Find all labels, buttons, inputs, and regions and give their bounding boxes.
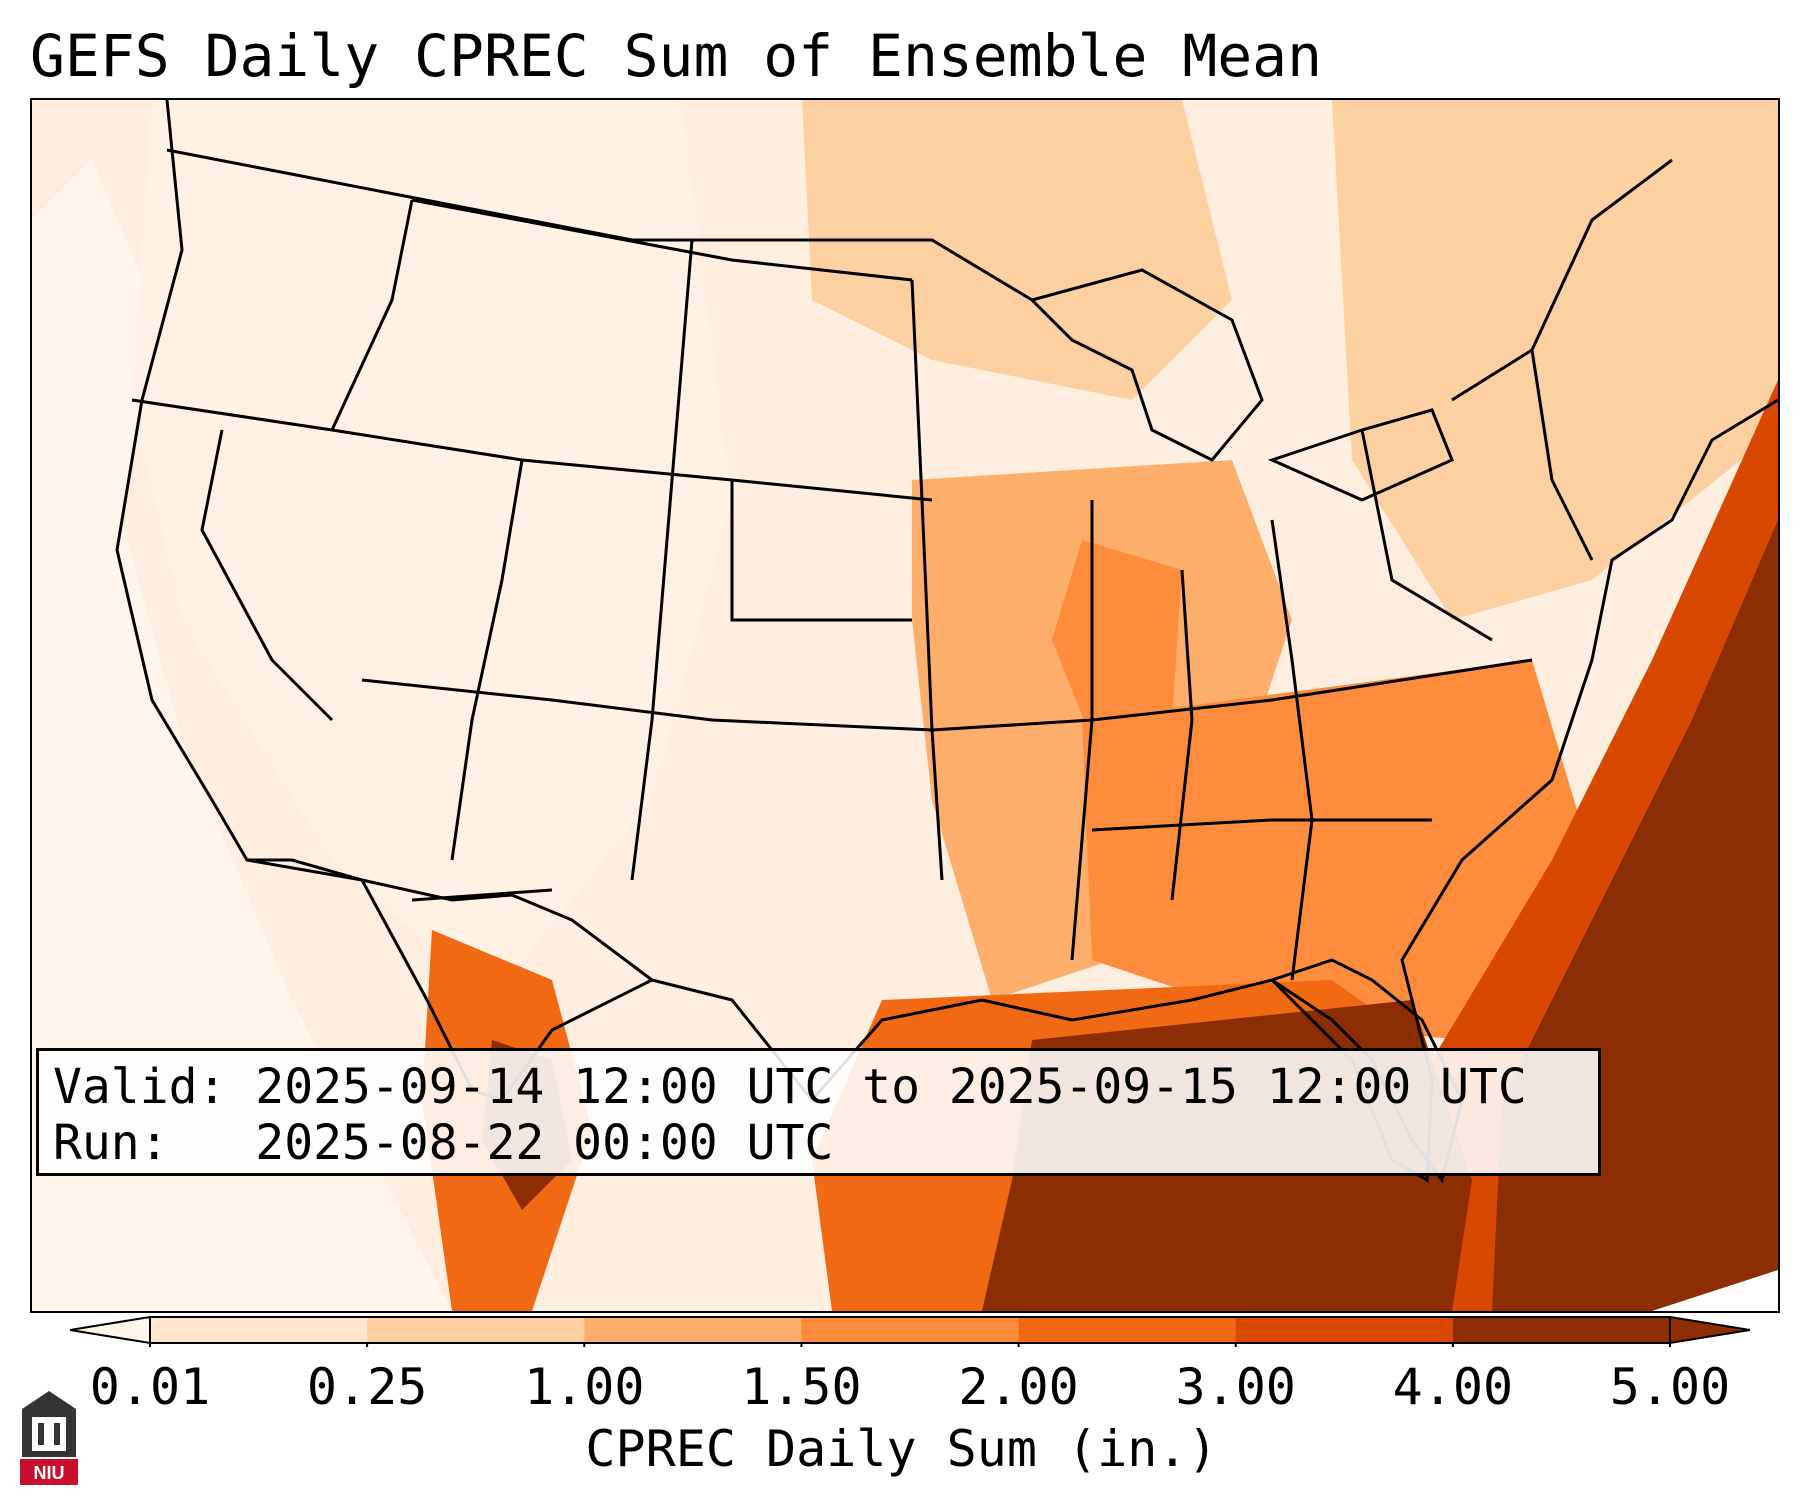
midwest-core-precip	[1052, 540, 1182, 740]
state-border-line	[361, 678, 933, 732]
pacific-area	[32, 160, 452, 1311]
state-border-line	[450, 459, 524, 861]
mexico-border	[246, 858, 653, 982]
colorbar-tick-label: 4.00	[1392, 1358, 1514, 1416]
north-plains-precip	[802, 100, 1232, 400]
northeast-border	[1451, 158, 1673, 402]
niu-badge	[20, 1459, 78, 1485]
projection-edge	[1652, 1270, 1778, 1311]
lake-erie-ontario-outline	[1267, 408, 1454, 502]
colorbar-segment	[367, 1317, 585, 1343]
colorbar	[70, 1315, 1750, 1347]
colorbar-extend-high	[1669, 1315, 1750, 1345]
northeast-precip	[1332, 100, 1778, 620]
niu-logo-text: NIU	[34, 1463, 65, 1483]
colorbar-segment	[1452, 1317, 1671, 1343]
colorbar-tick-label: 1.00	[524, 1358, 645, 1416]
niu-logo: NIU	[20, 1391, 78, 1485]
southeast-precip	[1082, 660, 1592, 1040]
state-border-line	[1360, 429, 1493, 642]
state-border-line	[1091, 818, 1432, 832]
colorbar-tick-label: 5.00	[1609, 1358, 1731, 1416]
colorbar-segment	[1235, 1317, 1454, 1343]
great-lakes-outline	[1029, 268, 1264, 462]
state-border-line	[931, 658, 1533, 732]
colorbar-tick-label: 0.01	[89, 1358, 211, 1416]
state-border-line	[200, 429, 334, 722]
state-borders	[131, 198, 1594, 981]
colorbar-segment	[584, 1317, 802, 1343]
run-label: Run:	[53, 1115, 169, 1171]
valid-label: Valid:	[53, 1059, 227, 1115]
colorbar-tick-label: 3.00	[1175, 1358, 1296, 1416]
state-border-line	[910, 279, 944, 881]
state-border-line	[1270, 519, 1314, 981]
run-value: 2025-08-22 00:00 UTC	[255, 1115, 834, 1171]
colorbar-extend-low	[70, 1315, 151, 1345]
colorbar-segment	[150, 1317, 368, 1343]
colorbar-segment	[801, 1317, 1020, 1343]
state-border-line	[411, 198, 913, 282]
valid-value: 2025-09-14 12:00 UTC to 2025-09-15 12:00…	[255, 1059, 1527, 1115]
state-border-line	[411, 888, 553, 902]
west-light-area	[132, 100, 732, 1000]
us-coastline	[115, 100, 1778, 1183]
state-border-line	[1530, 349, 1594, 561]
state-border-line	[1170, 569, 1194, 901]
colorbar-tick-label: 0.25	[306, 1358, 428, 1416]
canada-border	[166, 148, 1033, 302]
state-border-line	[730, 480, 912, 622]
page-title: GEFS Daily CPREC Sum of Ensemble Mean	[30, 22, 1323, 90]
state-border-line	[1070, 500, 1094, 961]
colorbar-segment	[1018, 1317, 1237, 1343]
colorbar-tick-label: 2.00	[958, 1358, 1079, 1416]
state-border-line	[330, 199, 414, 431]
info-box: Valid: 2025-09-14 12:00 UTC to 2025-09-1…	[36, 1048, 1601, 1176]
colorbar-label: CPREC Daily Sum (in.)	[585, 1420, 1218, 1478]
colorbar-tick-label: 1.50	[741, 1358, 862, 1416]
niu-tower-window	[32, 1417, 66, 1451]
state-border-line	[630, 239, 694, 881]
